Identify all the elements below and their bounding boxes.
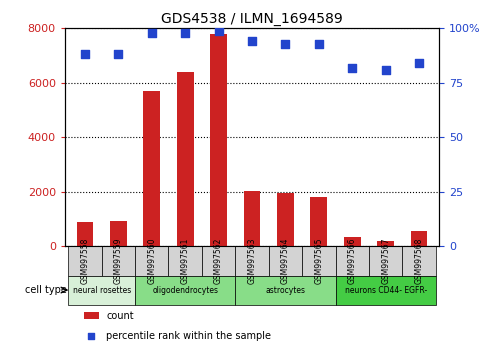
Text: GSM997564: GSM997564 bbox=[281, 238, 290, 284]
FancyBboxPatch shape bbox=[236, 246, 268, 275]
Bar bbox=[210, 34, 227, 246]
Text: GSM997565: GSM997565 bbox=[314, 238, 323, 284]
Bar bbox=[244, 190, 260, 246]
Text: astrocytes: astrocytes bbox=[265, 286, 305, 295]
FancyBboxPatch shape bbox=[135, 275, 236, 304]
FancyBboxPatch shape bbox=[236, 275, 335, 304]
FancyBboxPatch shape bbox=[402, 246, 436, 275]
Title: GDS4538 / ILMN_1694589: GDS4538 / ILMN_1694589 bbox=[161, 12, 343, 26]
Point bbox=[315, 41, 323, 46]
Point bbox=[486, 251, 494, 256]
FancyBboxPatch shape bbox=[335, 275, 436, 304]
Point bbox=[114, 52, 122, 57]
Bar bbox=[84, 312, 99, 319]
Text: GSM997563: GSM997563 bbox=[248, 238, 256, 284]
Bar bbox=[277, 193, 294, 246]
FancyBboxPatch shape bbox=[369, 246, 402, 275]
FancyBboxPatch shape bbox=[68, 246, 102, 275]
Bar bbox=[76, 222, 93, 246]
Text: GSM997558: GSM997558 bbox=[80, 238, 89, 284]
FancyBboxPatch shape bbox=[268, 246, 302, 275]
FancyBboxPatch shape bbox=[335, 246, 369, 275]
Point bbox=[148, 30, 156, 35]
Text: GSM997559: GSM997559 bbox=[114, 238, 123, 284]
Bar bbox=[344, 237, 361, 246]
Point bbox=[181, 30, 189, 35]
Text: percentile rank within the sample: percentile rank within the sample bbox=[106, 331, 271, 341]
Text: count: count bbox=[106, 311, 134, 321]
Bar bbox=[411, 232, 428, 246]
Text: GSM997560: GSM997560 bbox=[147, 238, 156, 284]
Text: GSM997561: GSM997561 bbox=[181, 238, 190, 284]
FancyBboxPatch shape bbox=[169, 246, 202, 275]
Point bbox=[415, 61, 423, 66]
Point bbox=[215, 28, 223, 33]
Point bbox=[348, 65, 356, 70]
FancyBboxPatch shape bbox=[102, 246, 135, 275]
FancyBboxPatch shape bbox=[202, 246, 236, 275]
Point bbox=[81, 52, 89, 57]
Bar bbox=[377, 241, 394, 246]
Point bbox=[281, 41, 289, 46]
Bar bbox=[110, 221, 127, 246]
FancyBboxPatch shape bbox=[302, 246, 335, 275]
Text: oligodendrocytes: oligodendrocytes bbox=[152, 286, 218, 295]
Text: GSM997567: GSM997567 bbox=[381, 238, 390, 284]
Bar bbox=[177, 72, 194, 246]
Point bbox=[248, 39, 256, 44]
Text: neural rosettes: neural rosettes bbox=[72, 286, 131, 295]
Bar bbox=[310, 198, 327, 246]
FancyBboxPatch shape bbox=[135, 246, 169, 275]
Text: cell type: cell type bbox=[24, 285, 66, 295]
Bar bbox=[143, 91, 160, 246]
Text: neurons CD44- EGFR-: neurons CD44- EGFR- bbox=[344, 286, 427, 295]
Point bbox=[382, 67, 390, 73]
Text: GSM997568: GSM997568 bbox=[415, 238, 424, 284]
Text: GSM997566: GSM997566 bbox=[348, 238, 357, 284]
FancyBboxPatch shape bbox=[68, 275, 135, 304]
Text: GSM997562: GSM997562 bbox=[214, 238, 223, 284]
